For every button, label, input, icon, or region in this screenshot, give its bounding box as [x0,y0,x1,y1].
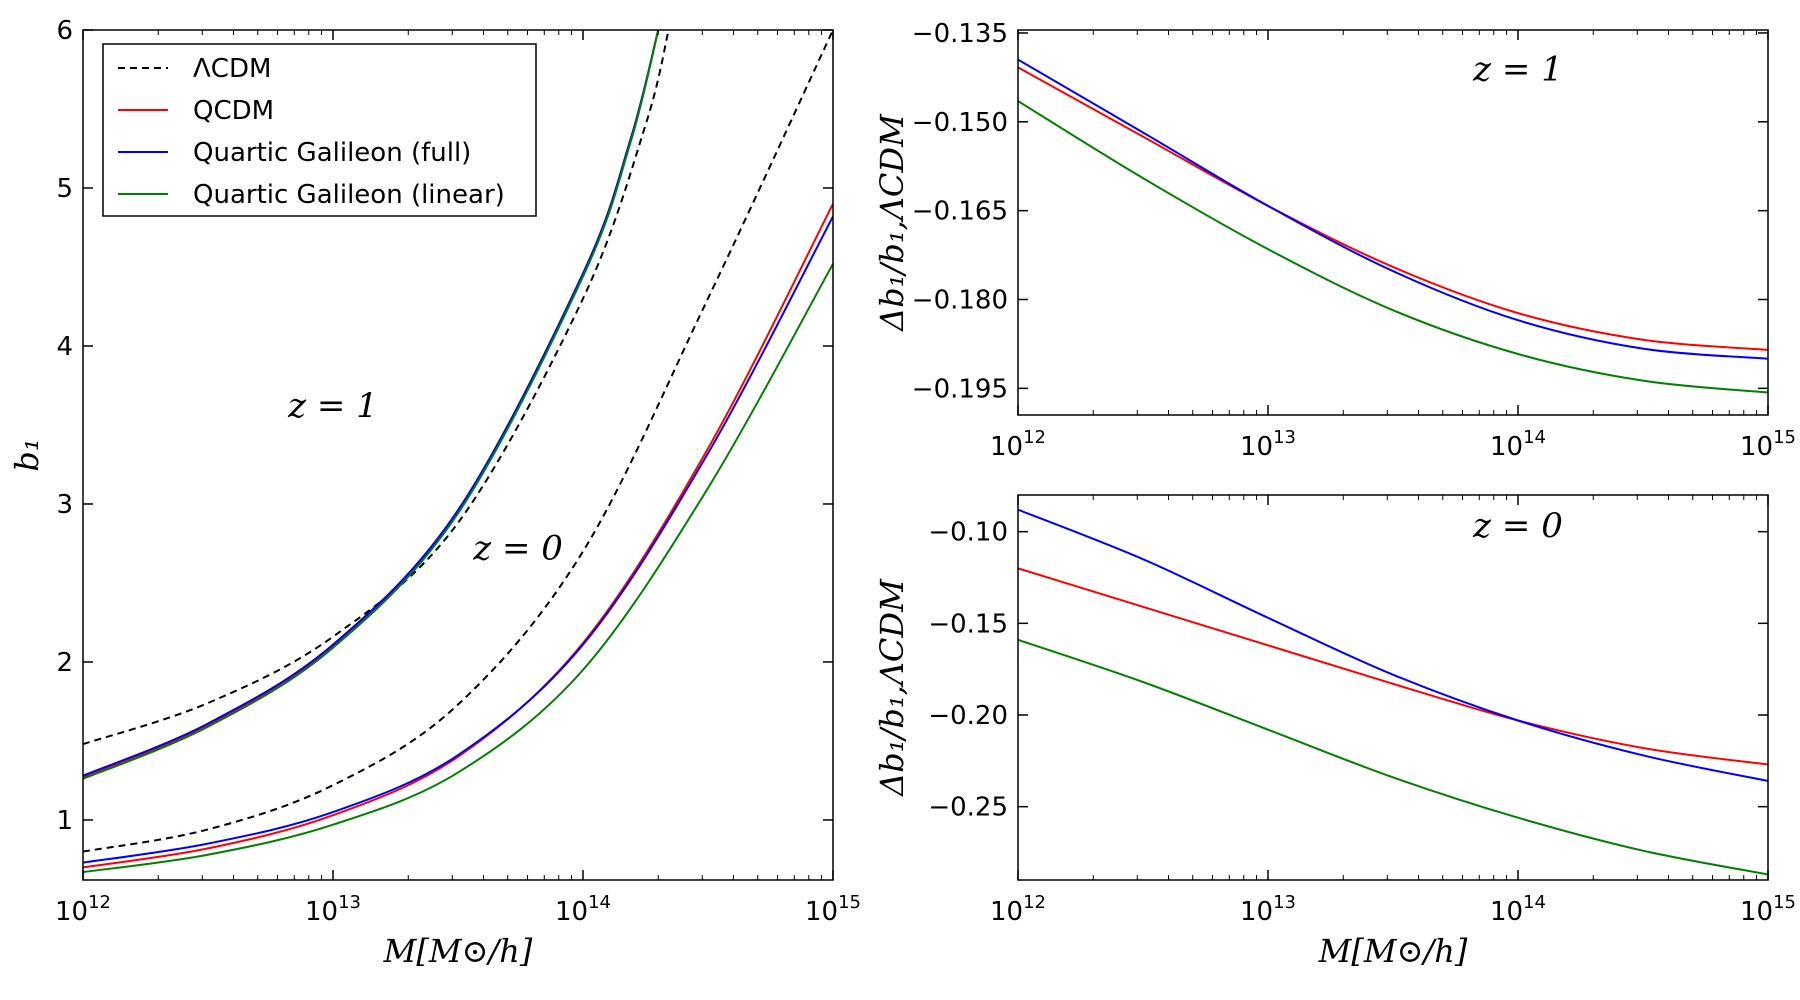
y-tick-label: −0.10 [928,518,1008,548]
y-tick-label: −0.135 [912,19,1008,49]
panel-relative-bias-z1: 1012 1013 1014 1015 −0.135 −0.150 −0.165 −0.180… [873,19,1796,462]
y-tick-label: −0.180 [912,286,1008,316]
y-axis-label: b₁ [8,438,46,471]
series-line-quartic-galileon-full [1018,508,1768,782]
x-tick-label: 1015 [1740,427,1796,462]
series-group [1018,58,1768,394]
x-axis-label: M[M⊙/h] [383,932,533,970]
y-tick-label: 2 [56,648,73,678]
legend-label-galileon-linear: Quartic Galileon (linear) [193,180,505,210]
y-tick-label: −0.15 [928,609,1008,639]
x-tick-label: 1013 [1240,892,1296,927]
annotation-z-0: z = 0 [472,528,563,568]
series-group [83,30,833,874]
y-axis-label: Δb₁/b₁,ΛCDM [873,113,911,333]
annotation-z-0: z = 0 [1472,506,1563,546]
series-line-quartic-galileon-linear [1018,638,1768,876]
series-line-cdm-z-0 [83,30,833,853]
y-tick-label: −0.150 [912,108,1008,138]
series-line-quartic-galileon-full-z-0 [83,215,833,864]
series-line-qcdm [1018,66,1768,351]
series-line-quartic-galileon-linear-z-0 [83,263,833,874]
series-line-quartic-galileon-linear [1018,100,1768,394]
x-tick-label: 1013 [305,892,361,927]
legend-label-qcdm: QCDM [193,96,274,126]
series-line-qcdm-z-0 [83,203,833,869]
x-tick-label: 1012 [55,892,111,927]
x-tick-label: 1015 [805,892,861,927]
x-tick-label: 1014 [1490,427,1546,462]
y-tick-label: 5 [56,174,73,204]
y-tick-label: −0.20 [928,701,1008,731]
legend-entry-galileon-full: Quartic Galileon (full) [118,138,471,168]
series-group [1018,508,1768,876]
series-line-qcdm [1018,567,1768,766]
x-tick-label: 1014 [1490,892,1546,927]
plot-frame [1017,494,1769,881]
y-tick-label: 1 [56,806,73,836]
y-tick-label: 6 [56,16,73,46]
x-tick-label: 1012 [990,892,1046,927]
annotation-z-1: z = 1 [1472,49,1563,89]
y-tick-label: −0.195 [912,374,1008,404]
legend-box [102,43,537,217]
x-tick-label: 1015 [1740,892,1796,927]
x-tick-label: 1013 [1240,427,1296,462]
legend: ΛCDM QCDM Quartic Galileon (full) Quarti… [102,43,537,217]
x-axis-label: M[M⊙/h] [1318,932,1468,970]
y-tick-label: −0.25 [928,793,1008,823]
plot-frame [82,29,834,881]
legend-label-galileon-full: Quartic Galileon (full) [193,138,471,168]
panel-bias-vs-mass: 1012 1013 1014 1015 1 2 3 4 5 6 M[M⊙/h] b₁ z = 1 z = … [8,16,861,970]
y-tick-label: 3 [56,490,73,520]
panel-relative-bias-z0: 1012 1013 1014 1015 −0.10 −0.15 −0.20 −0.25 M[M⊙… [873,494,1796,970]
series-line-quartic-galileon-linear-z-1 [83,30,660,780]
plot-frame [1017,29,1769,416]
legend-entry-qcdm: QCDM [118,96,274,126]
y-tick-label: 4 [56,332,73,362]
legend-label-lcdm: ΛCDM [193,54,271,84]
x-tick-label: 1012 [990,427,1046,462]
x-tick-label: 1014 [555,892,611,927]
y-tick-label: −0.165 [912,197,1008,227]
series-line-quartic-galileon-full [1018,58,1768,360]
series-line-cdm-z-1 [83,30,670,746]
annotation-z-1: z = 1 [287,386,378,426]
legend-entry-lcdm: ΛCDM [118,54,271,84]
legend-entry-galileon-linear: Quartic Galileon (linear) [118,180,505,210]
y-axis-label: Δb₁/b₁,ΛCDM [873,578,911,798]
